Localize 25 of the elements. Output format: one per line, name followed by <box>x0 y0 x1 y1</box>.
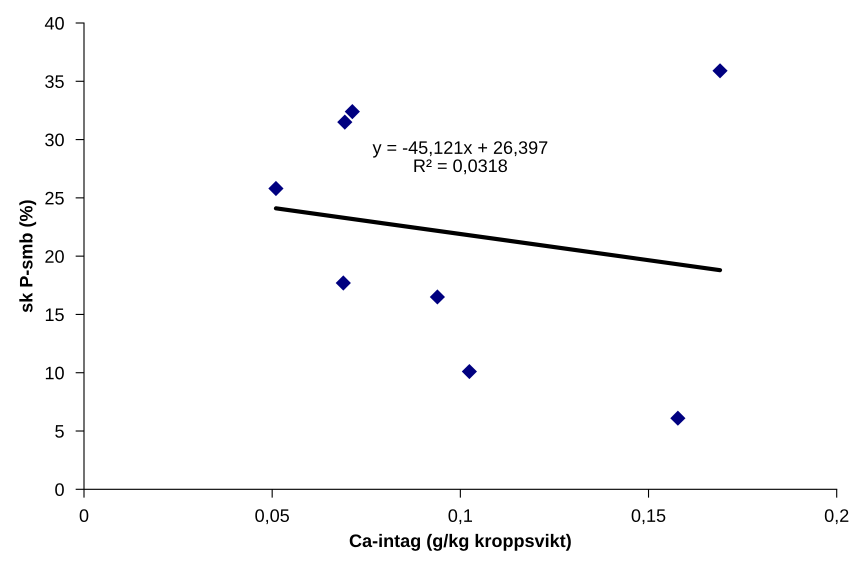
point <box>462 364 477 380</box>
y-tick-label: 35 <box>45 75 64 88</box>
point <box>430 289 445 305</box>
x-tick-label: 0,05 <box>255 509 289 524</box>
x-axis-title: Ca-intag (g/kg kroppsvikt) <box>350 534 571 551</box>
y-axis-title: sk P-smb (%) <box>19 200 36 312</box>
point <box>344 104 360 120</box>
x-tick-label: 0 <box>80 509 88 522</box>
point <box>337 114 352 130</box>
y-tick-label: 20 <box>45 250 64 263</box>
point <box>268 180 284 196</box>
y-tick-label: 10 <box>46 366 64 380</box>
y-tick-label: 15 <box>46 308 64 322</box>
point <box>670 410 686 426</box>
y-tick-label: 30 <box>45 134 64 146</box>
y-tick-label: 25 <box>45 192 64 205</box>
x-tick-label: 0,15 <box>632 509 666 524</box>
y-tick-label: 5 <box>55 425 64 438</box>
y-tick-label: 0 <box>55 483 64 496</box>
point <box>336 275 351 291</box>
annotation: y = -45,121x + 26,397 R² = 0,0318 <box>372 141 548 174</box>
point <box>712 63 728 78</box>
x-tick-label: 0,2 <box>824 509 848 524</box>
y-tick-label: 40 <box>44 16 64 30</box>
x-tick-label: 0,1 <box>448 509 472 524</box>
